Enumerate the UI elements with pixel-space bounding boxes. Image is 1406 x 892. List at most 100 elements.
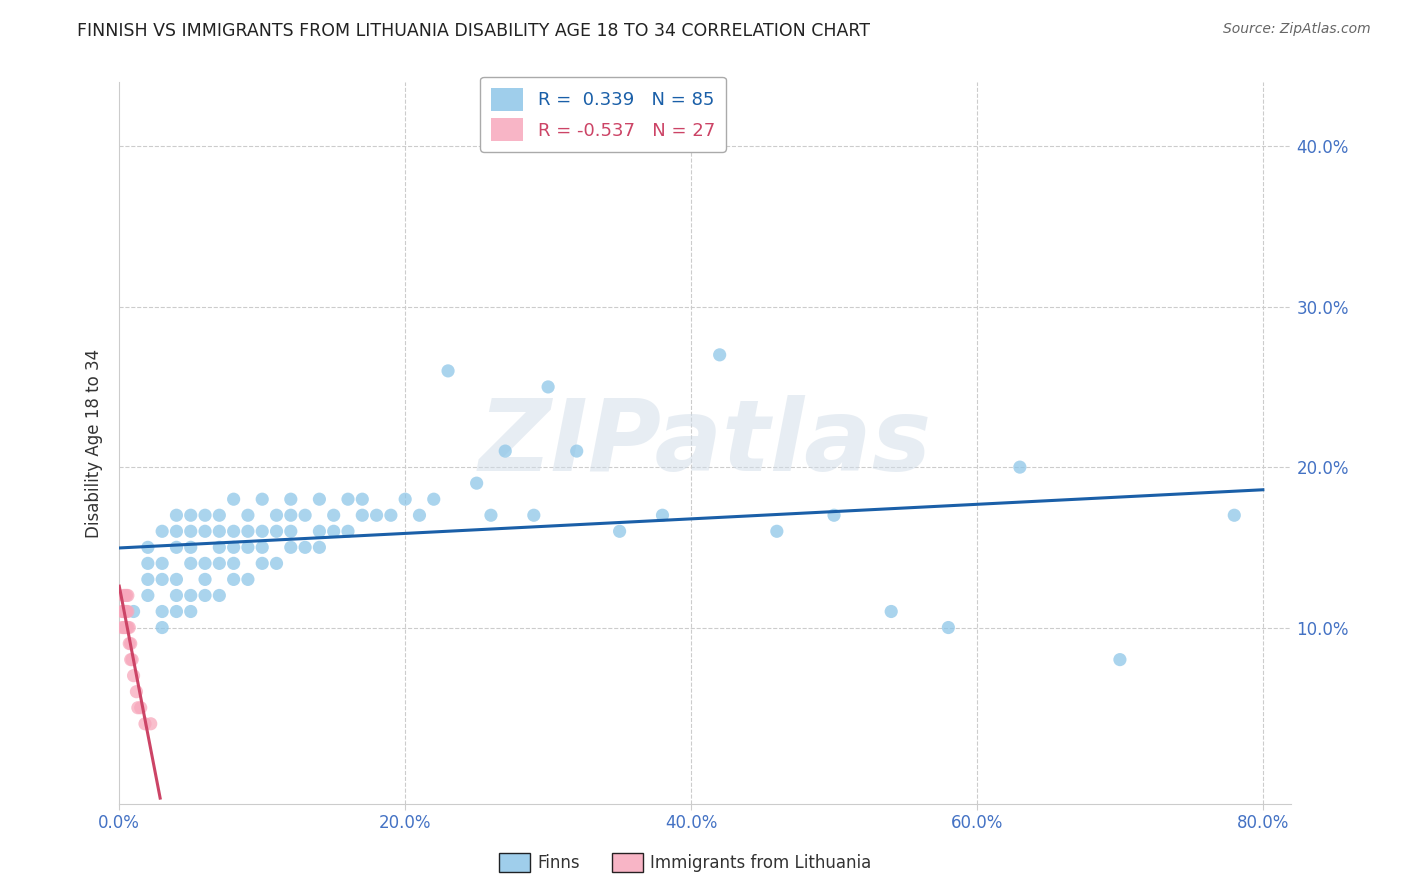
Point — [150, 605, 173, 619]
Point — [294, 508, 316, 523]
Point — [150, 557, 173, 571]
Point — [165, 573, 187, 587]
Point — [118, 636, 141, 650]
Point — [180, 524, 202, 539]
Point — [352, 492, 374, 507]
Text: FINNISH VS IMMIGRANTS FROM LITHUANIA DISABILITY AGE 18 TO 34 CORRELATION CHART: FINNISH VS IMMIGRANTS FROM LITHUANIA DIS… — [77, 22, 870, 40]
Point — [208, 589, 231, 603]
Point — [125, 684, 148, 698]
Text: Finns: Finns — [537, 854, 579, 871]
Point — [165, 589, 187, 603]
Point — [194, 557, 217, 571]
Point — [194, 508, 217, 523]
Point — [537, 380, 560, 394]
Point — [465, 476, 488, 491]
Point — [437, 364, 460, 378]
Point — [1109, 652, 1132, 666]
Point — [112, 605, 135, 619]
Point — [352, 508, 374, 523]
Point — [494, 444, 516, 458]
Point — [114, 621, 136, 635]
Point — [236, 524, 259, 539]
Point — [236, 573, 259, 587]
Point — [609, 524, 631, 539]
Point — [208, 524, 231, 539]
Point — [180, 605, 202, 619]
Point — [118, 621, 141, 635]
Point — [709, 348, 731, 362]
Point — [565, 444, 588, 458]
Point — [280, 541, 302, 555]
Point — [308, 492, 330, 507]
Point — [150, 573, 173, 587]
Point — [194, 589, 217, 603]
Point — [236, 508, 259, 523]
Point — [222, 573, 245, 587]
Point — [651, 508, 673, 523]
Point — [115, 589, 138, 603]
Point — [266, 508, 288, 523]
Point — [134, 716, 156, 731]
Point — [165, 541, 187, 555]
Point — [208, 508, 231, 523]
Point — [252, 492, 274, 507]
Point — [337, 492, 360, 507]
Point — [165, 524, 187, 539]
Point — [117, 621, 139, 635]
Point — [266, 524, 288, 539]
Point — [136, 557, 159, 571]
Point — [180, 508, 202, 523]
Point — [112, 589, 135, 603]
Point — [208, 541, 231, 555]
Text: Source: ZipAtlas.com: Source: ZipAtlas.com — [1223, 22, 1371, 37]
Y-axis label: Disability Age 18 to 34: Disability Age 18 to 34 — [86, 349, 103, 538]
Point — [308, 524, 330, 539]
Point — [180, 589, 202, 603]
Point — [117, 589, 139, 603]
Point — [423, 492, 446, 507]
Point — [129, 700, 152, 714]
Point — [222, 492, 245, 507]
Point — [165, 508, 187, 523]
Point — [1008, 460, 1031, 475]
Point — [121, 652, 143, 666]
Point — [408, 508, 430, 523]
Point — [938, 621, 960, 635]
Point — [139, 716, 162, 731]
Point — [222, 541, 245, 555]
Point — [111, 605, 134, 619]
Point — [280, 508, 302, 523]
Point — [252, 524, 274, 539]
Legend: R =  0.339   N = 85, R = -0.537   N = 27: R = 0.339 N = 85, R = -0.537 N = 27 — [479, 77, 725, 152]
Point — [194, 524, 217, 539]
Point — [880, 605, 903, 619]
Point — [180, 557, 202, 571]
Point — [136, 589, 159, 603]
Point — [114, 589, 136, 603]
Point — [252, 557, 274, 571]
Point — [222, 524, 245, 539]
Point — [194, 573, 217, 587]
Point — [280, 492, 302, 507]
Point — [120, 636, 142, 650]
Point — [165, 605, 187, 619]
Point — [252, 541, 274, 555]
Point — [150, 524, 173, 539]
Point — [236, 541, 259, 555]
Point — [122, 668, 145, 682]
Point — [380, 508, 402, 523]
Point — [111, 621, 134, 635]
Point — [127, 700, 149, 714]
Point — [280, 524, 302, 539]
Point — [208, 557, 231, 571]
Point — [479, 508, 502, 523]
Point — [115, 605, 138, 619]
Point — [294, 541, 316, 555]
Point — [136, 573, 159, 587]
Point — [1223, 508, 1246, 523]
Point — [322, 524, 344, 539]
Point — [114, 605, 136, 619]
Point — [122, 605, 145, 619]
Point — [222, 557, 245, 571]
Point — [266, 557, 288, 571]
